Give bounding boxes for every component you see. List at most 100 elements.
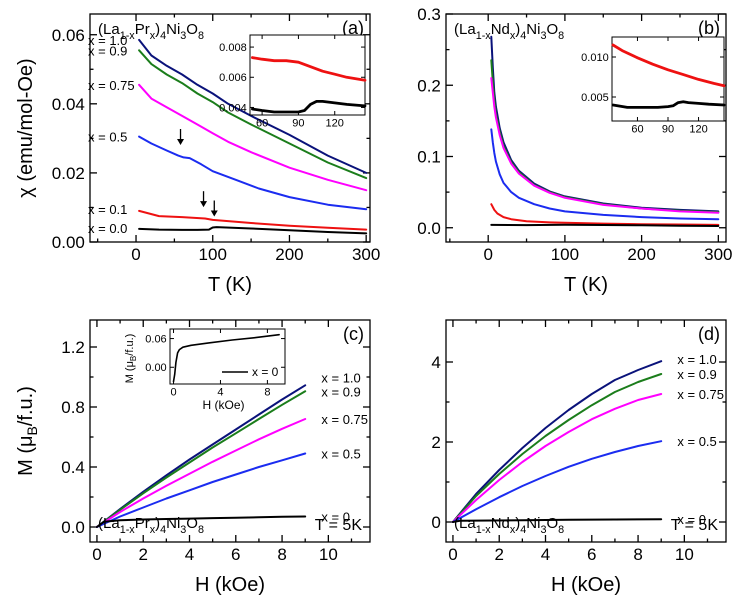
y-tick-label: 0.3 bbox=[417, 5, 441, 24]
inset-legend-label: x = 0 bbox=[252, 365, 279, 379]
inset-series-line bbox=[611, 43, 726, 88]
series-line bbox=[138, 83, 368, 192]
temperature-label: T = 5K bbox=[315, 517, 363, 534]
panel-a: 0 100 200 300 0.00 0.02 0.04 0.06 (a) T (K) χ (emu… bbox=[15, 13, 380, 296]
inset-plot: 60 90 120 0.004 0.006 0.008 bbox=[219, 34, 367, 130]
series-label: x = 0.9 bbox=[321, 384, 360, 399]
x-axis-label: T (K) bbox=[564, 274, 608, 296]
panel-d: 0 2 4 6 8 10 0 2 4 (d) H (kOe) (La1-xNdx)4Ni3O8 T = … bbox=[431, 319, 727, 596]
y-tick-label: 0.2 bbox=[417, 76, 441, 95]
y-tick-label: 0.0 bbox=[61, 518, 85, 537]
inset-series-line bbox=[250, 56, 367, 82]
transition-arrow-head bbox=[210, 210, 218, 217]
x-tick-label: 0 bbox=[448, 545, 457, 564]
series-label: x = 1.0 bbox=[88, 33, 127, 48]
series-line bbox=[138, 38, 368, 174]
y-tick-label: 0.8 bbox=[61, 398, 85, 417]
series-line bbox=[138, 135, 368, 211]
series-line bbox=[451, 440, 663, 523]
series-label: x = 1.0 bbox=[321, 370, 360, 385]
y-tick-label: 0.06 bbox=[52, 26, 85, 45]
series-line bbox=[451, 373, 663, 523]
x-axis-label: T (K) bbox=[208, 274, 252, 296]
panel-letter: (b) bbox=[698, 18, 720, 38]
frame bbox=[445, 13, 727, 243]
inset-y-tick-label: 0.005 bbox=[581, 92, 609, 104]
transition-arrow-head bbox=[177, 139, 185, 145]
series-label: x = 0 bbox=[321, 510, 350, 525]
x-tick-label: 300 bbox=[352, 245, 380, 264]
x-tick-label: 300 bbox=[704, 245, 732, 264]
y-tick-label: 1.2 bbox=[61, 338, 85, 357]
inset-background bbox=[170, 329, 285, 384]
series-label: x = 0.75 bbox=[88, 78, 135, 93]
inset-x-tick-label: 120 bbox=[689, 124, 707, 136]
y-tick-label: 0.0 bbox=[417, 219, 441, 238]
inset-background bbox=[250, 35, 365, 115]
x-tick-label: 100 bbox=[551, 245, 579, 264]
inset-y-tick-label: 0.00 bbox=[145, 362, 166, 374]
x-tick-label: 10 bbox=[319, 545, 338, 564]
series-label: x = 0.5 bbox=[88, 130, 127, 145]
x-tick-label: 10 bbox=[675, 545, 694, 564]
series-line bbox=[451, 360, 663, 523]
series-label: x = 1.0 bbox=[677, 352, 716, 367]
series-label: x = 0.5 bbox=[321, 447, 360, 462]
inset-frame bbox=[249, 34, 366, 116]
series-label: x = 0.75 bbox=[321, 412, 368, 427]
inset-x-tick-label: 90 bbox=[292, 118, 304, 130]
x-tick-label: 4 bbox=[185, 545, 194, 564]
compound-label: (La1-xPrx)4Ni3O8 bbox=[98, 515, 204, 536]
y-tick-label: 0.1 bbox=[417, 148, 441, 167]
series-line bbox=[95, 452, 307, 528]
compound-label: (La1-xNdx)4Ni3O8 bbox=[454, 515, 564, 536]
series-line bbox=[138, 49, 368, 180]
x-tick-label: 100 bbox=[199, 245, 227, 264]
frame bbox=[89, 319, 371, 543]
y-tick-label: 2 bbox=[431, 433, 440, 452]
series-line bbox=[95, 418, 307, 528]
y-tick-label: 0 bbox=[431, 513, 440, 532]
inset-y-axis-label: M (μB/f.u.) bbox=[124, 334, 138, 384]
y-axis-label: χ (emu/mol-Oe) bbox=[15, 58, 37, 197]
series-label: x = 0.1 bbox=[88, 202, 127, 217]
inset-y-tick-label: 0.06 bbox=[145, 334, 166, 346]
inset-x-tick-label: 60 bbox=[631, 124, 643, 136]
panel-c: 0 2 4 6 8 10 0.0 0.4 0.8 1.2 (c) H (kOe) M (μB/f.u.)… bbox=[15, 319, 371, 596]
inset-x-tick-label: 60 bbox=[256, 118, 268, 130]
series-line bbox=[451, 393, 663, 523]
inset-x-tick-label: 8 bbox=[264, 387, 270, 399]
inset-x-axis-label: H (kOe) bbox=[203, 398, 245, 412]
transition-arrow-head bbox=[200, 201, 208, 208]
series-label: x = 0.9 bbox=[677, 367, 716, 382]
inset-y-tick-label: 0.010 bbox=[581, 52, 609, 64]
inset-series-line bbox=[250, 100, 367, 114]
inset-y-tick-label: 0.008 bbox=[219, 42, 247, 54]
inset-plot: 60 90 120 0.005 0.010 bbox=[581, 36, 726, 136]
panel-letter: (a) bbox=[342, 18, 364, 38]
x-tick-label: 200 bbox=[627, 245, 655, 264]
compound-label: (La1-xNdx)4Ni3O8 bbox=[454, 21, 564, 42]
x-axis-label: H (kOe) bbox=[551, 574, 621, 596]
series-line bbox=[490, 128, 720, 221]
series-line bbox=[490, 223, 720, 227]
frame bbox=[445, 319, 727, 543]
inset-x-tick-label: 90 bbox=[662, 124, 674, 136]
inset-frame bbox=[169, 328, 286, 385]
y-tick-label: 0.00 bbox=[52, 233, 85, 252]
x-tick-label: 0 bbox=[483, 245, 492, 264]
x-tick-label: 8 bbox=[633, 545, 642, 564]
series-label: x = 0.75 bbox=[677, 387, 724, 402]
inset-y-tick-label: 0.006 bbox=[219, 72, 247, 84]
series-line bbox=[490, 203, 720, 226]
panel-letter: (d) bbox=[698, 324, 720, 344]
series-label: x = 0 bbox=[677, 512, 706, 527]
x-tick-label: 6 bbox=[587, 545, 596, 564]
temperature-label: T = 5K bbox=[671, 517, 719, 534]
inset-plot: 0 4 8 0.00 0.06 x = 0 H (kOe) M (μB/f.u.) bbox=[124, 328, 286, 412]
series-line bbox=[95, 390, 307, 528]
x-tick-label: 8 bbox=[277, 545, 286, 564]
x-tick-label: 4 bbox=[541, 545, 550, 564]
y-tick-label: 0.4 bbox=[61, 458, 85, 477]
series-line bbox=[95, 515, 307, 528]
